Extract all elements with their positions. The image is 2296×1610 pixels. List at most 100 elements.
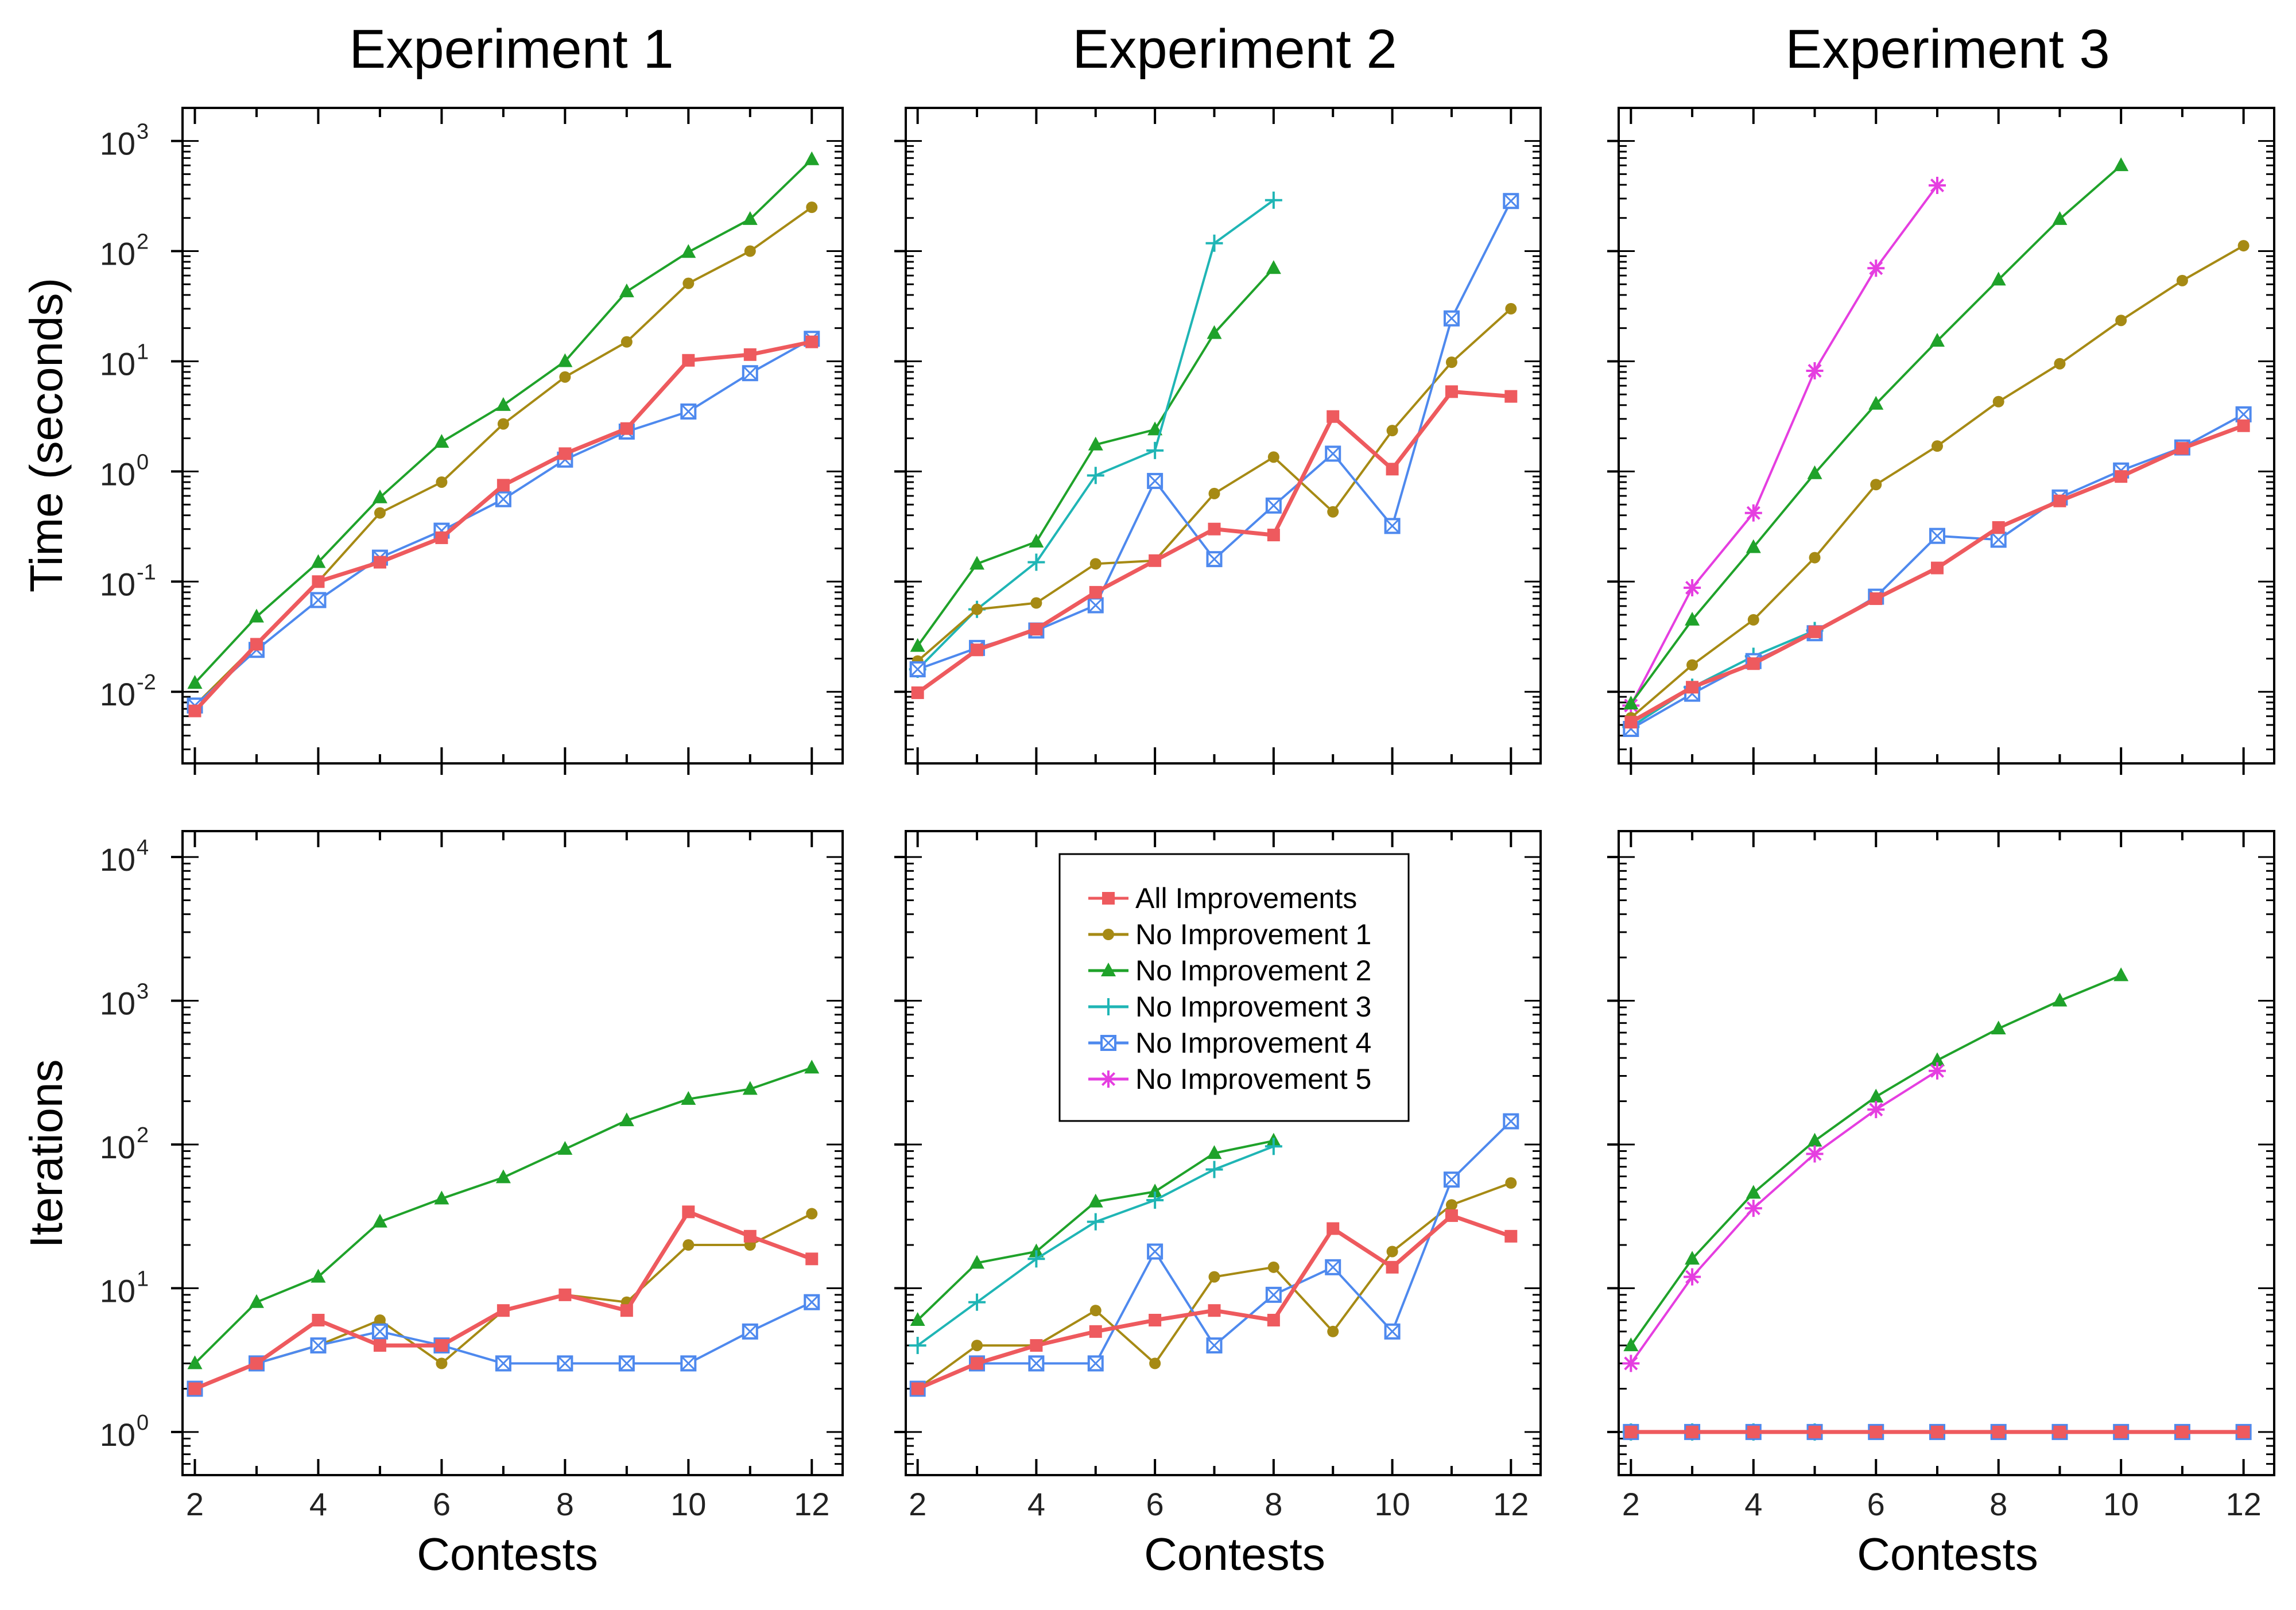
point-no-improvement-4 (1325, 445, 1341, 462)
point-no-improvement-4 (371, 1323, 388, 1340)
y-tick-exponent: 3 (137, 120, 149, 144)
point-no-improvement-1 (436, 1357, 448, 1370)
point-no-improvement-1 (1030, 597, 1042, 609)
point-no-improvement-2 (742, 211, 758, 225)
point-no-improvement-4 (618, 1355, 635, 1372)
point-all-improvements (1747, 657, 1760, 670)
point-no-improvement-2 (249, 608, 264, 623)
point-no-improvement-5 (1684, 1268, 1701, 1286)
series-line-no-improvement-5 (1630, 1070, 1938, 1364)
point-no-improvement-2 (1807, 1132, 1822, 1147)
y-axis-label-iterations: Iterations (21, 1059, 72, 1248)
point-no-improvement-5 (1867, 259, 1885, 277)
series-no-improvement-5 (1622, 1062, 1946, 1372)
y-tick-exponent: 1 (137, 1267, 149, 1291)
point-no-improvement-5 (1744, 1200, 1762, 1217)
point-no-improvement-2 (2052, 211, 2068, 225)
point-no-improvement-1 (1809, 552, 1821, 564)
point-all-improvements (805, 335, 819, 348)
point-no-improvement-1 (744, 245, 756, 257)
point-no-improvement-1 (1089, 1305, 1102, 1317)
point-all-improvements (2175, 1425, 2189, 1438)
point-no-improvement-4 (1028, 1355, 1045, 1372)
series-all-improvements (911, 385, 1518, 699)
legend-entry-no-improvement-2: No Improvement 2 (1088, 955, 1371, 987)
x-axis-label-experiment-3: Contests (1857, 1528, 2038, 1580)
y-tick-exponent: 0 (137, 1411, 149, 1435)
point-no-improvement-1 (1327, 1325, 1339, 1337)
point-no-improvement-4 (1206, 551, 1223, 568)
point-all-improvements (1208, 1304, 1221, 1317)
point-all-improvements (1808, 1425, 1821, 1438)
point-all-improvements (1327, 1222, 1340, 1235)
point-no-improvement-5 (1684, 579, 1701, 596)
panel-experiment-2-time-seconds (894, 107, 1542, 775)
point-all-improvements (1267, 529, 1280, 542)
point-all-improvements (188, 1382, 201, 1395)
point-no-improvement-1 (1149, 1357, 1161, 1370)
plot-frame (181, 107, 844, 765)
point-no-improvement-1 (971, 1340, 983, 1352)
point-all-improvements (1870, 1425, 1883, 1438)
y-tick-exponent: 2 (137, 1123, 149, 1147)
point-no-improvement-1 (806, 201, 818, 214)
point-all-improvements (911, 1382, 924, 1395)
series-line-no-improvement-2 (194, 1066, 812, 1364)
legend-label: No Improvement 4 (1135, 1027, 1371, 1059)
x-tick-label: 6 (1146, 1486, 1164, 1522)
legend-label: All Improvements (1135, 882, 1357, 914)
x-tick-label: 2 (909, 1486, 926, 1522)
legend-label: No Improvement 2 (1135, 955, 1371, 987)
point-no-improvement-2 (187, 675, 203, 689)
point-no-improvement-2 (372, 489, 387, 503)
point-all-improvements (312, 1313, 325, 1326)
series-all-improvements (188, 1205, 819, 1395)
point-no-improvement-4 (1443, 310, 1460, 327)
point-all-improvements (1930, 561, 1944, 575)
series-line-no-improvement-1 (1630, 245, 2244, 719)
point-no-improvement-2 (557, 1140, 573, 1155)
point-no-improvement-2 (1991, 271, 2006, 286)
point-all-improvements (1504, 1229, 1518, 1243)
point-all-improvements (1504, 390, 1518, 403)
point-all-improvements (620, 1304, 633, 1317)
point-all-improvements (1930, 1425, 1944, 1438)
legend-marker (1100, 1035, 1116, 1051)
point-all-improvements (250, 638, 263, 651)
point-all-improvements (2115, 470, 2128, 483)
point-no-improvement-1 (1505, 1177, 1517, 1189)
point-no-improvement-5 (1867, 1101, 1885, 1119)
point-no-improvement-4 (680, 1355, 697, 1372)
point-all-improvements (373, 1339, 386, 1352)
series-no-improvement-2 (187, 1060, 820, 1370)
point-all-improvements (743, 348, 757, 361)
point-no-improvement-1 (1386, 1246, 1398, 1258)
point-all-improvements (1992, 521, 2005, 534)
x-tick-label: 10 (2103, 1486, 2139, 1522)
point-all-improvements (805, 1252, 819, 1266)
point-no-improvement-4 (1265, 497, 1282, 514)
point-no-improvement-2 (434, 1190, 449, 1205)
point-no-improvement-2 (1029, 533, 1044, 548)
y-tick-label: 10 (100, 986, 135, 1022)
point-no-improvement-5 (1622, 1355, 1640, 1372)
x-tick-label: 10 (670, 1486, 706, 1522)
series-line-no-improvement-1 (917, 1182, 1511, 1390)
point-no-improvement-2 (2052, 992, 2068, 1007)
point-all-improvements (1089, 585, 1102, 599)
legend-entry-no-improvement-4: No Improvement 4 (1088, 1027, 1371, 1059)
point-all-improvements (1030, 1339, 1043, 1352)
point-no-improvement-2 (619, 283, 634, 297)
y-tick-exponent: 2 (137, 230, 149, 254)
point-no-improvement-4 (1265, 1286, 1282, 1303)
point-no-improvement-2 (1807, 465, 1822, 479)
point-no-improvement-4 (1325, 1259, 1341, 1275)
point-no-improvement-2 (1266, 260, 1281, 274)
y-tick-label: 10 (100, 236, 135, 272)
point-no-improvement-1 (497, 418, 509, 430)
point-no-improvement-1 (374, 507, 386, 519)
legend: All Improvements No Improvement 1 No Impro… (1058, 853, 1410, 1122)
point-all-improvements (1386, 1260, 1399, 1274)
series-no-improvement-4 (909, 193, 1519, 678)
point-no-improvement-2 (2113, 967, 2129, 981)
